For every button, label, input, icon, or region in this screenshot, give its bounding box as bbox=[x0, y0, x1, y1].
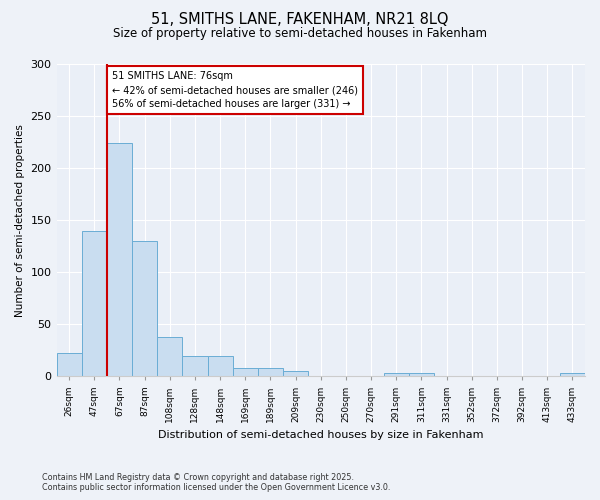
Bar bbox=[56, 354, 82, 376]
Y-axis label: Number of semi-detached properties: Number of semi-detached properties bbox=[15, 124, 25, 316]
Text: 51 SMITHS LANE: 76sqm
← 42% of semi-detached houses are smaller (246)
56% of sem: 51 SMITHS LANE: 76sqm ← 42% of semi-deta… bbox=[112, 72, 358, 110]
Bar bbox=[107, 143, 132, 376]
Bar bbox=[383, 373, 409, 376]
Bar bbox=[233, 368, 258, 376]
Bar bbox=[157, 336, 182, 376]
Bar bbox=[82, 230, 107, 376]
Bar bbox=[560, 373, 585, 376]
Bar bbox=[283, 371, 308, 376]
Text: Contains HM Land Registry data © Crown copyright and database right 2025.
Contai: Contains HM Land Registry data © Crown c… bbox=[42, 473, 391, 492]
Text: 51, SMITHS LANE, FAKENHAM, NR21 8LQ: 51, SMITHS LANE, FAKENHAM, NR21 8LQ bbox=[151, 12, 449, 28]
Bar bbox=[409, 373, 434, 376]
X-axis label: Distribution of semi-detached houses by size in Fakenham: Distribution of semi-detached houses by … bbox=[158, 430, 484, 440]
Text: Size of property relative to semi-detached houses in Fakenham: Size of property relative to semi-detach… bbox=[113, 28, 487, 40]
Bar bbox=[208, 356, 233, 376]
Bar bbox=[132, 241, 157, 376]
Bar bbox=[258, 368, 283, 376]
Bar bbox=[182, 356, 208, 376]
